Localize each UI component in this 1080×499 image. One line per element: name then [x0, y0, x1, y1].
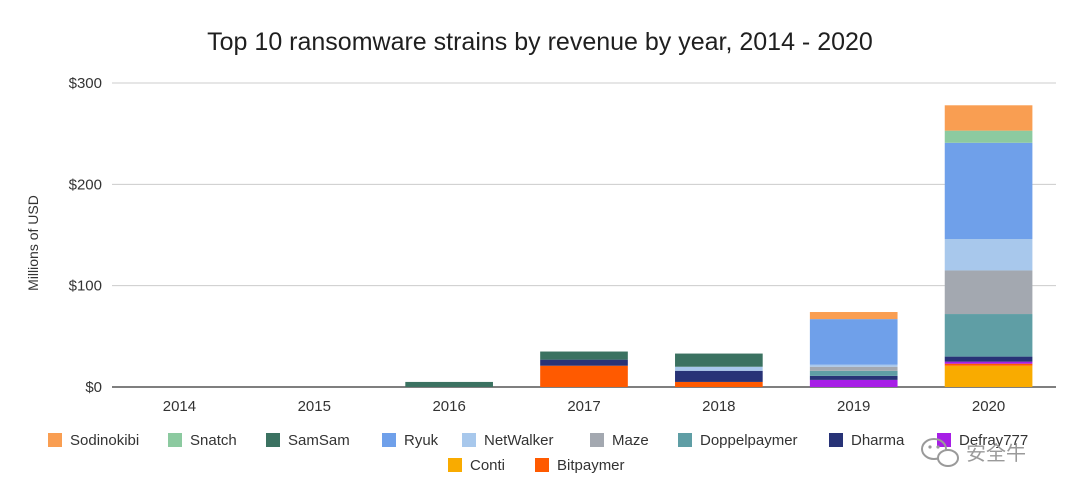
bar-segment [675, 370, 763, 382]
x-tick-label: 2018 [702, 398, 735, 415]
legend-swatch [168, 433, 182, 447]
y-tick-label: $300 [69, 75, 102, 92]
watermark: 安全牛 [921, 438, 1026, 467]
y-tick-label: $100 [69, 278, 102, 295]
bar-segment [540, 351, 628, 360]
legend-swatch [448, 458, 462, 472]
legend-label: Maze [612, 432, 649, 449]
gridlines [112, 82, 1056, 388]
bar-segment [944, 130, 1033, 143]
legend: Sodinokibi Snatch SamSam Ryuk NetWalker Maze D… [48, 432, 1028, 474]
bar-segment [675, 353, 763, 367]
wechat-icon [921, 438, 959, 467]
legend-swatch [266, 433, 280, 447]
legend-swatch [462, 433, 476, 447]
y-axis-title: Millions of USD [25, 195, 41, 291]
bar-segment [944, 142, 1033, 240]
legend-label: Defray777 [959, 432, 1028, 449]
legend-label: NetWalker [484, 432, 553, 449]
legend-swatch [829, 433, 843, 447]
bar-segment [944, 270, 1033, 315]
chart-title: Top 10 ransomware strains by revenue by … [207, 28, 873, 56]
bar-segment [809, 375, 898, 380]
legend-label: Sodinokibi [70, 432, 139, 449]
x-tick-label: 2015 [298, 398, 331, 415]
bar-segment [944, 356, 1033, 362]
legend-label: Bitpaymer [557, 457, 625, 474]
legend-swatch [937, 433, 951, 447]
bar-segment [675, 381, 763, 387]
bars [405, 105, 1033, 387]
bar-segment [540, 365, 628, 387]
legend-label: Ryuk [404, 432, 439, 449]
y-axis-ticks: $0 $100 $200 $300 [69, 75, 102, 396]
bar-segment [944, 239, 1033, 271]
bar-segment [405, 381, 493, 387]
watermark-text: 安全牛 [966, 441, 1026, 465]
bar-segment [809, 319, 898, 365]
x-axis-ticks: 2014 2015 2016 2017 2018 2019 2020 [163, 398, 1006, 415]
bar-segment [675, 366, 763, 371]
legend-label: Snatch [190, 432, 237, 449]
bar-segment [944, 314, 1033, 357]
legend-label: SamSam [288, 432, 350, 449]
y-tick-label: $200 [69, 176, 102, 193]
x-tick-label: 2016 [432, 398, 465, 415]
x-tick-label: 2020 [972, 398, 1005, 415]
legend-label: Conti [470, 457, 505, 474]
bar-segment [944, 363, 1033, 366]
legend-swatch [678, 433, 692, 447]
bar-segment [944, 365, 1033, 387]
legend-swatch [590, 433, 604, 447]
bar-segment [809, 312, 898, 320]
bar-segment [809, 370, 898, 376]
legend-swatch [535, 458, 549, 472]
legend-label: Doppelpaymer [700, 432, 798, 449]
legend-swatch [382, 433, 396, 447]
bar-segment [540, 359, 628, 366]
y-tick-label: $0 [85, 379, 102, 396]
legend-swatch [48, 433, 62, 447]
legend-label: Dharma [851, 432, 905, 449]
bar-segment [809, 364, 898, 367]
bar-segment [809, 379, 898, 387]
x-tick-label: 2019 [837, 398, 870, 415]
bar-segment [809, 366, 898, 371]
x-tick-label: 2014 [163, 398, 196, 415]
bar-segment [944, 105, 1033, 131]
bar-segment [944, 361, 1033, 364]
x-tick-label: 2017 [567, 398, 600, 415]
